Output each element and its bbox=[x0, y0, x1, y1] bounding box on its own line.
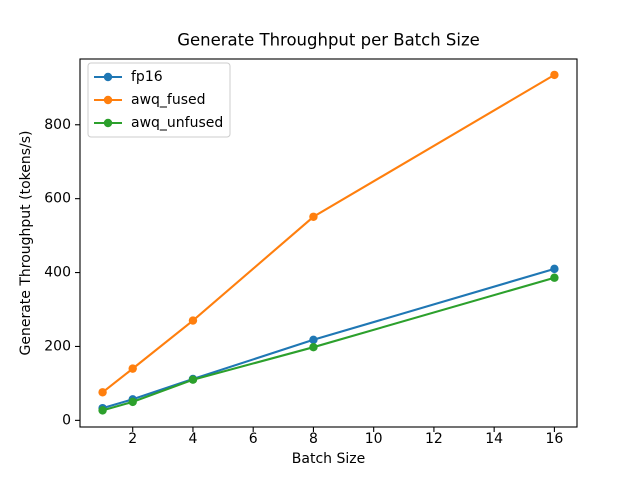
x-tick-label: 14 bbox=[485, 431, 503, 447]
legend-marker bbox=[103, 95, 113, 105]
legend-entry-awq_unfused: awq_unfused bbox=[94, 115, 223, 131]
legend-entry-awq_fused: awq_fused bbox=[94, 92, 206, 108]
x-tick-label: 8 bbox=[309, 431, 318, 447]
data-point-marker bbox=[550, 70, 559, 80]
data-point-marker bbox=[309, 342, 318, 352]
y-axis-label: Generate Throughput (tokens/s) bbox=[18, 131, 34, 356]
legend-marker bbox=[103, 72, 113, 82]
legend-label: awq_unfused bbox=[131, 115, 223, 131]
legend-marker bbox=[103, 118, 113, 128]
x-tick-label: 16 bbox=[545, 431, 563, 447]
x-tick-label: 4 bbox=[188, 431, 197, 447]
data-point-marker bbox=[98, 406, 107, 415]
chart-title: Generate Throughput per Batch Size bbox=[177, 31, 480, 50]
x-axis-label: Batch Size bbox=[292, 451, 365, 467]
x-tick-label: 10 bbox=[365, 431, 383, 447]
y-tick-label: 600 bbox=[44, 191, 71, 207]
legend-label: awq_fused bbox=[131, 92, 206, 108]
data-point-marker bbox=[128, 397, 137, 407]
axis-ticks: 2 4 6 8 10 12 14 16 0 200 400 600 800 bbox=[44, 117, 563, 447]
data-point-marker bbox=[188, 375, 198, 384]
data-point-marker bbox=[550, 264, 559, 274]
data-point-marker bbox=[550, 273, 559, 282]
x-tick-label: 12 bbox=[425, 431, 443, 447]
plot-area bbox=[79, 58, 578, 428]
data-point-marker bbox=[309, 335, 318, 345]
y-tick-label: 800 bbox=[44, 117, 71, 133]
y-tick-label: 200 bbox=[44, 338, 71, 354]
series-awq_unfused bbox=[98, 273, 559, 415]
legend-box bbox=[87, 62, 231, 138]
y-tick-label: 0 bbox=[62, 412, 71, 428]
x-tick-label: 6 bbox=[249, 431, 258, 447]
series-line bbox=[102, 276, 555, 412]
data-point-marker bbox=[309, 212, 318, 221]
data-point-marker bbox=[188, 316, 198, 325]
series-awq_fused bbox=[98, 70, 559, 397]
data-series bbox=[98, 70, 559, 415]
data-point-marker bbox=[128, 364, 137, 373]
legend: fp16 awq_fused awq_unfused bbox=[87, 62, 231, 138]
legend-label: fp16 bbox=[131, 69, 163, 85]
x-tick-label: 2 bbox=[128, 431, 137, 447]
y-tick-label: 400 bbox=[44, 265, 71, 281]
legend-entry-fp16: fp16 bbox=[94, 69, 163, 85]
data-point-marker bbox=[98, 388, 107, 397]
